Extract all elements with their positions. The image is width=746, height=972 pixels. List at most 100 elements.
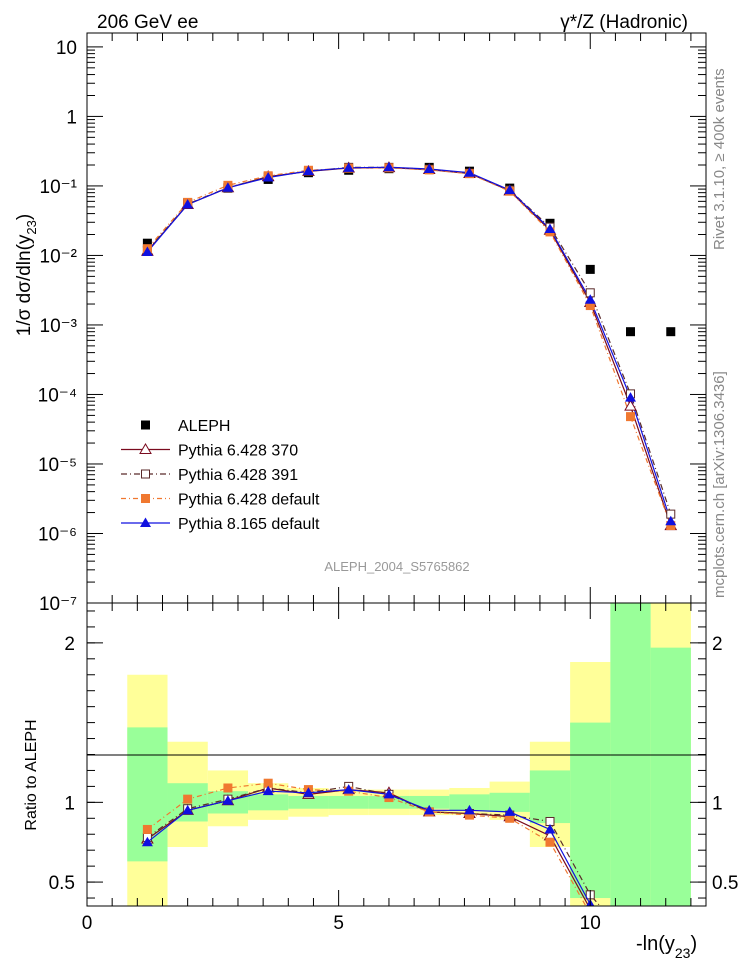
- ratio-y-tick-label-right: 1: [712, 793, 723, 814]
- mcplots-label: mcplots.cern.ch [arXiv:1306.3436]: [711, 371, 728, 598]
- mc-line: [146, 166, 672, 522]
- mc-point: [624, 399, 637, 411]
- x-tick-label: 5: [333, 913, 344, 934]
- ratio-green-band: [529, 770, 571, 824]
- main-ylabel: 1/σ dσ/dln(y23): [14, 214, 39, 336]
- legend-marker: [141, 469, 150, 479]
- ratio-point: [545, 837, 555, 847]
- ratio-ylabel: Ratio to ALEPH: [23, 719, 40, 830]
- y-tick-label: 1: [66, 107, 77, 128]
- xlabel: -ln(y23): [636, 933, 697, 961]
- x-tick-label: 10: [580, 913, 601, 934]
- legend-entry: Pythia 6.428 370: [121, 443, 298, 460]
- ratio-y-tick-label-right: 2: [712, 634, 723, 655]
- ratio-point: [262, 785, 274, 796]
- legend-label: ALEPH: [178, 418, 230, 435]
- ratio-point: [423, 804, 435, 815]
- ratio-green-band: [248, 794, 289, 811]
- data-point: [142, 238, 152, 248]
- ratio-green-band: [570, 722, 611, 899]
- y-tick-label: 10⁻¹: [40, 177, 78, 198]
- legend-label: Pythia 6.428 370: [178, 443, 298, 460]
- legend-marker: [139, 443, 152, 454]
- ratio-lines: [141, 778, 601, 906]
- legend-entry: ALEPH: [141, 418, 230, 435]
- x-tick-label: 0: [82, 913, 93, 934]
- mc-point: [262, 172, 274, 182]
- mc-point: [302, 165, 314, 175]
- mc-point: [504, 184, 516, 195]
- ratio-green-band: [650, 647, 691, 906]
- y-tick-label: 10⁻⁴: [38, 385, 77, 406]
- data-point: [666, 327, 676, 337]
- ratio-point: [142, 824, 152, 834]
- ratio-point: [223, 783, 233, 793]
- ratio-point: [544, 823, 556, 834]
- main-lines: [141, 161, 678, 531]
- mc-point: [666, 521, 676, 531]
- y-tick-label: 10⁻⁵: [38, 455, 77, 476]
- y-tick-label: 10⁻²: [40, 246, 78, 267]
- mc-point: [544, 223, 556, 234]
- legend-entry: Pythia 8.165 default: [121, 516, 320, 533]
- mc-line: [146, 167, 672, 526]
- ratio-green-band: [368, 795, 410, 809]
- ratio-y-tick-label: 1: [64, 793, 75, 814]
- legend-marker: [141, 420, 150, 430]
- y-tick-label: 10: [56, 38, 77, 59]
- ratio-y-tick-label: 0.5: [49, 873, 75, 894]
- legend-marker: [140, 517, 151, 527]
- data-point: [626, 327, 636, 337]
- legend-entry: Pythia 6.428 391: [121, 467, 298, 484]
- ratio-point: [222, 795, 234, 805]
- y-tick-label: 10⁻³: [40, 316, 78, 337]
- mc-point: [584, 294, 596, 304]
- y-tick-label: 10⁻⁷: [39, 594, 77, 615]
- ratio-green-band: [409, 795, 450, 809]
- header-right-prefix: γ*/Z: [560, 12, 594, 33]
- ratio-point: [182, 804, 194, 815]
- ratio-y-tick-label-right: 0.5: [712, 873, 738, 894]
- analysis-id: ALEPH_2004_S5765862: [324, 559, 469, 574]
- ratio-point: [463, 804, 475, 815]
- ratio-point: [383, 788, 395, 799]
- main-axes: 10 1 10⁻¹ 10⁻² 10⁻³ 10⁻⁴ 10⁻⁵ 10⁻⁶ 10⁻⁷: [38, 33, 706, 615]
- legend: ALEPH Pythia 6.428 370 Pythia 6.428 391 Pyt…: [121, 418, 320, 533]
- legend-label: Pythia 8.165 default: [178, 516, 320, 533]
- ratio-point: [263, 778, 273, 788]
- mc-point: [182, 199, 194, 209]
- ratio-point: [343, 784, 355, 794]
- header-right-suffix: (Hadronic): [599, 12, 688, 33]
- ratio-green-band: [288, 795, 329, 809]
- mc-point: [383, 161, 395, 172]
- mc-point: [343, 162, 355, 172]
- mc-point: [585, 301, 595, 311]
- legend-label: Pythia 6.428 391: [178, 467, 298, 484]
- mc-point: [626, 412, 636, 422]
- mc-point: [665, 515, 677, 526]
- ratio-point: [302, 787, 314, 797]
- ratio-y-tick-label: 2: [64, 634, 75, 655]
- header-left: 206 GeV ee: [97, 12, 198, 33]
- ratio-point: [183, 794, 193, 804]
- legend-marker: [141, 494, 150, 503]
- ratio-point: [141, 836, 153, 847]
- y-tick-label: 10⁻⁶: [38, 524, 77, 545]
- mc-point: [463, 167, 475, 177]
- ratio-point: [464, 810, 474, 820]
- ratio-point: [505, 813, 515, 823]
- mc-line: [146, 166, 672, 515]
- mc-point: [141, 246, 153, 257]
- ratio-green-band: [328, 795, 369, 809]
- main-frame: [86, 32, 707, 604]
- ratio-green-band: [449, 794, 490, 811]
- mc-point: [625, 392, 637, 402]
- legend-entry: Pythia 6.428 default: [121, 492, 320, 509]
- ratio-point: [504, 806, 516, 816]
- mc-point: [222, 182, 234, 192]
- ratio-axes: 0 5 10 0.5 0.5 1 1 2 2: [49, 603, 738, 934]
- ratio-green-band: [489, 792, 530, 812]
- legend-label: Pythia 6.428 default: [178, 492, 320, 509]
- data-point: [585, 264, 595, 274]
